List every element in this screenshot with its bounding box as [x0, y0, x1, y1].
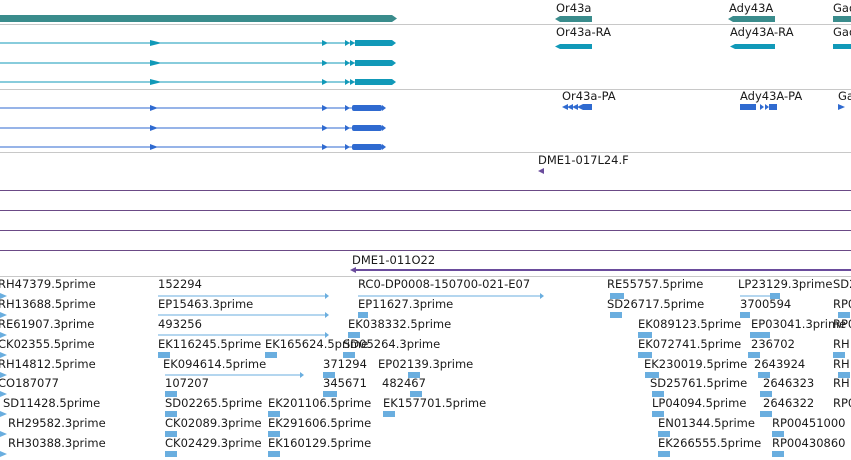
est-label[interactable]: EP15463.3prime	[158, 297, 254, 311]
clone-line[interactable]	[0, 230, 851, 231]
est-label[interactable]: LP23129.3prime	[738, 277, 833, 291]
transcript-track: Or43a-RA Ady43A-RA Gad	[0, 25, 851, 87]
est-label[interactable]: RH30388.3prime	[8, 436, 106, 450]
est-label[interactable]: RH29582.3prime	[8, 416, 106, 430]
est-label[interactable]: LP04094.5prime	[652, 396, 747, 410]
est-label[interactable]: 3700594	[740, 297, 792, 311]
est-label[interactable]: 107207	[165, 376, 209, 390]
est-label[interactable]: 482467	[382, 376, 426, 390]
protein-label-ga[interactable]: Ga	[838, 89, 851, 103]
est-label[interactable]: EK230019.5prime	[644, 357, 748, 371]
est-label[interactable]: CK02089.3prime	[165, 416, 262, 430]
est-label[interactable]: RP0	[833, 396, 851, 410]
est-label[interactable]: 2643924	[754, 357, 806, 371]
est-label[interactable]: 2646322	[763, 396, 815, 410]
est-label[interactable]: EK157701.5prime	[383, 396, 487, 410]
est-label[interactable]: EK038332.5prime	[348, 317, 452, 331]
est-label[interactable]: SD11428.5prime	[3, 396, 101, 410]
est-label[interactable]: RE55757.5prime	[607, 277, 704, 291]
est-label[interactable]: EK160129.5prime	[268, 436, 372, 450]
est-label[interactable]: 236702	[751, 337, 795, 351]
protein-label-ady43a-pa[interactable]: Ady43A-PA	[740, 89, 803, 103]
transcript-glyphs[interactable]	[0, 25, 851, 87]
transcript-label-gad[interactable]: Gad	[833, 25, 851, 39]
est-label[interactable]: CO187077	[0, 376, 59, 390]
est-label[interactable]: EK266555.5prime	[658, 436, 762, 450]
clone-glyphs[interactable]	[0, 153, 851, 275]
track-divider	[0, 276, 851, 277]
clone-track: DME1-017L24.F DME1-011O22	[0, 153, 851, 275]
gene-label-gad[interactable]: Gad	[833, 1, 851, 15]
est-label[interactable]: RH	[833, 357, 850, 371]
track-divider	[0, 152, 851, 153]
est-label[interactable]: RE61907.3prime	[0, 317, 95, 331]
gene-track: Or43a Ady43A Gad	[0, 0, 851, 24]
est-label[interactable]: 152294	[158, 277, 202, 291]
est-label[interactable]: RH47379.5prime	[0, 277, 96, 291]
est-glyphs[interactable]	[0, 277, 851, 460]
est-label[interactable]: EK089123.5prime	[638, 317, 742, 331]
gene-glyphs[interactable]	[0, 0, 851, 24]
clone-end-marker	[538, 168, 544, 174]
est-label[interactable]: RP00451000	[772, 416, 846, 430]
est-label[interactable]: EK201106.5prime	[268, 396, 372, 410]
clone-label-dme1-011o22[interactable]: DME1-011O22	[352, 253, 436, 267]
est-label[interactable]: EP03041.3prime	[751, 317, 847, 331]
est-label[interactable]: RH	[833, 376, 850, 390]
track-divider	[0, 24, 851, 25]
est-label[interactable]: SD02265.5prime	[165, 396, 263, 410]
est-label[interactable]: EK116245.5prime	[158, 337, 262, 351]
gene-ady43a	[733, 16, 775, 22]
clone-label-dme1-017l24f[interactable]: DME1-017L24.F	[538, 153, 629, 167]
est-label[interactable]: 371294	[323, 357, 367, 371]
gene-label-or43a[interactable]: Or43a	[556, 1, 592, 15]
est-label[interactable]: EK094614.5prime	[163, 357, 267, 371]
est-label[interactable]: EK291606.5prime	[268, 416, 372, 430]
clone-line[interactable]	[0, 190, 851, 191]
est-label[interactable]: SD25761.5prime	[650, 376, 748, 390]
est-label[interactable]: RH	[833, 337, 850, 351]
est-label[interactable]: EK072741.5prime	[638, 337, 742, 351]
est-label[interactable]: RC0-DP0008-150700-021-E07	[358, 277, 531, 291]
est-label[interactable]: RP0	[833, 317, 851, 331]
est-label[interactable]: 345671	[323, 376, 367, 390]
clone-glyphs-2[interactable]	[0, 153, 851, 275]
est-label[interactable]: RH13688.5prime	[0, 297, 96, 311]
est-label[interactable]: CK02355.5prime	[0, 337, 95, 351]
est-label[interactable]: EP11627.3prime	[358, 297, 454, 311]
est-label[interactable]: SD2	[833, 277, 851, 291]
gene-gad	[833, 16, 851, 22]
est-label[interactable]: RH14812.5prime	[0, 357, 96, 371]
transcript-label-ady43a-ra[interactable]: Ady43A-RA	[730, 25, 794, 39]
est-label[interactable]: 493256	[158, 317, 202, 331]
est-label[interactable]: EK165624.5prime	[265, 337, 369, 351]
clone-line[interactable]	[0, 250, 851, 251]
est-label[interactable]: RP00430860	[772, 436, 846, 450]
track-divider	[0, 89, 851, 90]
protein-track: Or43a-PA Ady43A-PA Ga	[0, 90, 851, 152]
gene-bar-arrow	[392, 15, 397, 22]
est-track: RH47379.5prime 152294 RC0-DP0008-150700-…	[0, 277, 851, 460]
transcript-label-or43a-ra[interactable]: Or43a-RA	[556, 25, 612, 39]
est-label[interactable]: EN01344.5prime	[658, 416, 755, 430]
est-label[interactable]: 2646323	[763, 376, 815, 390]
gene-or43a	[560, 16, 592, 22]
est-label[interactable]: SD26717.5prime	[607, 297, 705, 311]
clone-line[interactable]	[0, 210, 851, 211]
est-label[interactable]: EP02139.3prime	[378, 357, 474, 371]
protein-label-or43a-pa[interactable]: Or43a-PA	[562, 89, 616, 103]
gene-bar	[0, 15, 392, 22]
est-label[interactable]: RP0	[833, 297, 851, 311]
gene-label-ady43a[interactable]: Ady43A	[729, 1, 774, 15]
est-label[interactable]: SD05264.3prime	[343, 337, 441, 351]
est-label[interactable]: CK02429.3prime	[165, 436, 262, 450]
protein-glyphs[interactable]	[0, 90, 851, 152]
